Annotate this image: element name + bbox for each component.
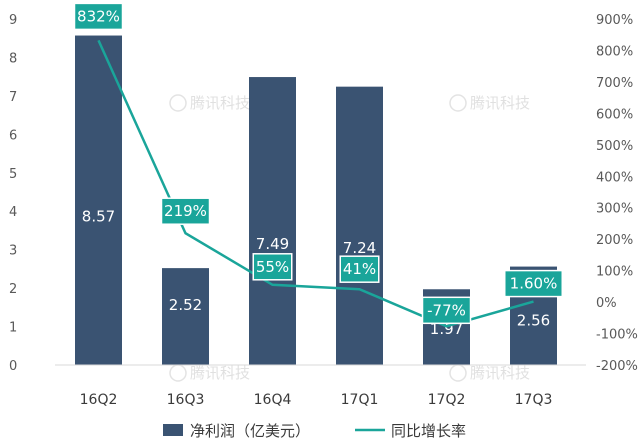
legend: 净利润（亿美元） 同比增长率 [163,422,466,440]
bar-16q4 [249,77,296,365]
legend-swatch-bar [163,424,183,436]
right-tick-label: 500% [596,139,633,154]
line-value-label: 1.60% [510,275,558,293]
line-value-label: 41% [343,260,376,278]
category-label: 17Q1 [341,392,379,408]
legend-label-bar: 净利润（亿美元） [190,422,310,440]
line-value-box [339,255,380,283]
category-label: 17Q2 [428,392,466,408]
left-tick-label: 3 [9,244,17,259]
right-tick-label: 600% [596,107,633,122]
left-tick-label: 2 [9,282,17,297]
bar-16q2 [75,35,122,365]
watermark-text: 腾讯科技 [470,94,530,112]
right-tick-label: 200% [596,233,633,248]
bar-value-label: 7.49 [256,235,289,253]
bar-value-label: 7.24 [343,239,376,257]
line-value-box [160,197,211,225]
watermark-text: 腾讯科技 [190,364,250,382]
watermark-text: 腾讯科技 [470,364,530,382]
left-tick-label: 7 [9,90,17,105]
line-value-box [252,253,293,281]
category-axis: 16Q2 16Q3 16Q4 17Q1 17Q2 17Q3 [80,392,553,408]
left-tick-label: 4 [9,205,17,220]
right-tick-label: 900% [596,13,633,28]
line-series: 832% 219% 55% 41% -77% 1.60% [73,2,563,328]
category-label: 16Q4 [254,392,292,408]
category-label: 17Q3 [515,392,553,408]
watermark-icon [449,94,467,112]
right-tick-label: -200% [596,359,638,374]
left-tick-label: 1 [9,321,17,336]
line-value-label: 832% [77,7,120,25]
bar-value-label: 8.57 [82,208,115,226]
right-tick-label: 300% [596,202,633,217]
right-tick-label: 800% [596,44,633,59]
line-value-label: 55% [256,258,289,276]
left-tick-label: 5 [9,167,17,182]
left-tick-label: 9 [9,13,17,28]
line-value-box [421,296,472,325]
right-tick-label: 700% [596,76,633,91]
bar-16q3 [162,268,209,365]
bar-value-label: 2.52 [169,296,202,314]
right-tick-label: -100% [596,328,638,343]
line-value-label: 219% [164,202,207,220]
bar-value-label: 2.56 [517,312,550,330]
line-value-box [504,269,563,298]
bar-series: 8.572.527.49 7.241.97 2.56 [55,35,586,366]
right-tick-label: 100% [596,265,633,280]
line-value-label: -77% [427,301,466,319]
watermark-icon [449,364,467,382]
watermark-text: 腾讯科技 [190,94,250,112]
left-tick-label: 8 [9,51,17,66]
line-value-box [73,2,124,31]
category-label: 16Q3 [167,392,205,408]
bar-17q1 [336,86,383,365]
legend-label-line: 同比增长率 [391,422,466,440]
watermark-icon [169,364,187,382]
left-axis: 0 1 2 3 4 5 6 7 8 9 [9,13,17,374]
right-tick-label: 0% [596,296,617,311]
right-tick-label: 400% [596,170,633,185]
left-tick-label: 6 [9,128,17,143]
category-label: 16Q2 [80,392,118,408]
left-tick-label: 0 [9,359,17,374]
watermark-icon [169,94,187,112]
right-axis: -200% -100% 0% 100% 200% 300% 400% 500% 600% 700%… [596,13,638,374]
